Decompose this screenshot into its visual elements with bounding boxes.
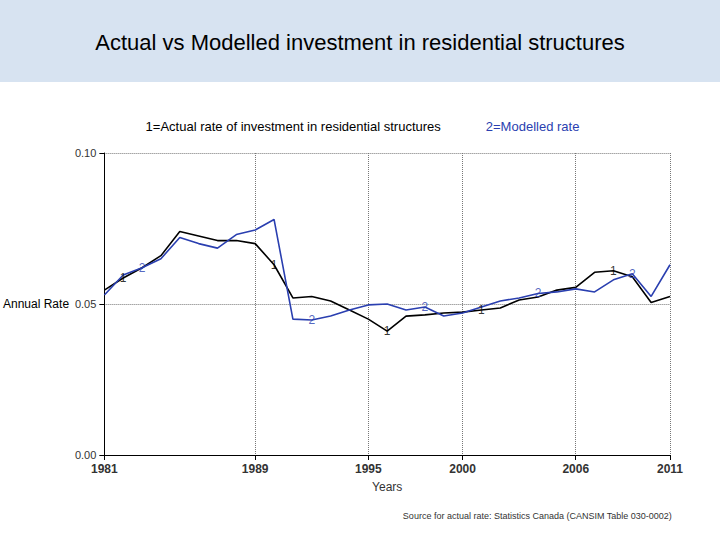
- svg-text:0.00: 0.00: [75, 449, 96, 461]
- svg-text:Source for actual rate: Statis: Source for actual rate: Statistics Canad…: [403, 511, 672, 521]
- svg-text:0.05: 0.05: [75, 298, 96, 310]
- svg-text:1: 1: [384, 324, 391, 338]
- svg-text:Years: Years: [372, 480, 402, 494]
- svg-text:2011: 2011: [657, 462, 683, 476]
- svg-text:1=Actual rate of investment in: 1=Actual rate of investment in residenti…: [146, 119, 442, 134]
- svg-text:2=Modelled rate: 2=Modelled rate: [486, 119, 580, 134]
- svg-text:2: 2: [629, 267, 636, 281]
- svg-text:2: 2: [422, 300, 429, 314]
- svg-text:1: 1: [478, 303, 485, 317]
- svg-text:1: 1: [610, 264, 617, 278]
- svg-text:1989: 1989: [242, 462, 269, 476]
- svg-text:1: 1: [271, 258, 278, 272]
- svg-text:0.10: 0.10: [75, 147, 96, 159]
- svg-text:2: 2: [535, 286, 542, 300]
- svg-text:Annual Rate: Annual Rate: [3, 297, 69, 311]
- svg-text:2: 2: [308, 313, 315, 327]
- svg-text:1981: 1981: [91, 462, 118, 476]
- svg-text:2: 2: [139, 261, 146, 275]
- svg-text:1: 1: [120, 271, 127, 285]
- svg-text:2006: 2006: [562, 462, 589, 476]
- svg-text:Actual vs Modelled investment: Actual vs Modelled investment in residen…: [95, 30, 624, 55]
- svg-text:2000: 2000: [449, 462, 476, 476]
- svg-text:1995: 1995: [355, 462, 382, 476]
